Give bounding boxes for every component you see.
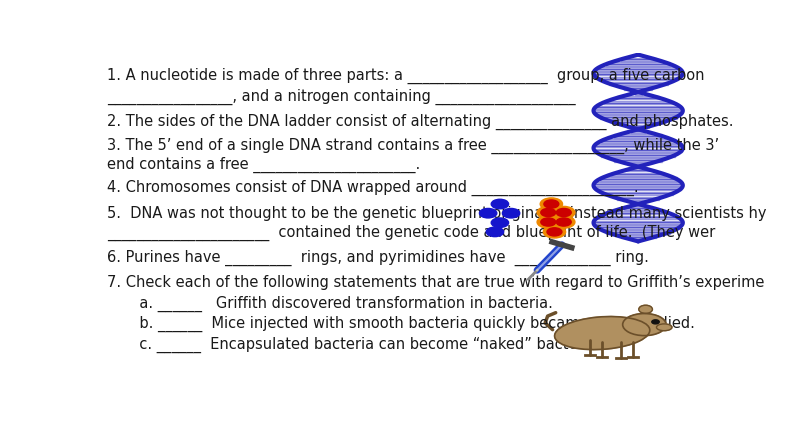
Circle shape	[502, 209, 520, 218]
Text: 4. Chromosomes consist of DNA wrapped around ______________________.: 4. Chromosomes consist of DNA wrapped ar…	[107, 180, 639, 196]
Circle shape	[491, 218, 509, 228]
Text: _________________, and a nitrogen containing ___________________: _________________, and a nitrogen contai…	[107, 89, 576, 105]
Circle shape	[652, 320, 659, 324]
Circle shape	[541, 218, 556, 226]
Circle shape	[544, 200, 559, 208]
Text: ______________________  contained the genetic code and blueprint of life.  (They: ______________________ contained the gen…	[107, 224, 716, 241]
Text: 2. The sides of the DNA ladder consist of alternating _______________ and phosph: 2. The sides of the DNA ladder consist o…	[107, 114, 734, 130]
Circle shape	[537, 206, 559, 219]
Ellipse shape	[657, 324, 672, 331]
Ellipse shape	[638, 305, 653, 314]
Text: b. ______  Mice injected with smooth bacteria quickly became sick and died.: b. ______ Mice injected with smooth bact…	[107, 316, 695, 332]
Circle shape	[491, 199, 509, 209]
Text: end contains a free ______________________.: end contains a free ____________________…	[107, 157, 421, 173]
Circle shape	[556, 209, 571, 217]
Circle shape	[486, 227, 504, 237]
Circle shape	[547, 228, 562, 236]
Circle shape	[543, 226, 566, 238]
Circle shape	[479, 209, 497, 218]
Text: c. ______  Encapsulated bacteria can become “naked” bacteria.: c. ______ Encapsulated bacteria can beco…	[107, 336, 602, 353]
Circle shape	[541, 209, 556, 217]
Text: 5.  DNA was not thought to be the genetic blueprint originally; instead many sci: 5. DNA was not thought to be the genetic…	[107, 206, 767, 221]
Text: a. ______   Griffith discovered transformation in bacteria.: a. ______ Griffith discovered transforma…	[107, 296, 554, 312]
Circle shape	[537, 216, 559, 228]
Circle shape	[556, 218, 571, 226]
Text: 3. The 5’ end of a single DNA strand contains a free __________________, while t: 3. The 5’ end of a single DNA strand con…	[107, 138, 719, 154]
Text: 1. A nucleotide is made of three parts: a ___________________  group, a five car: 1. A nucleotide is made of three parts: …	[107, 68, 705, 84]
Text: 6. Purines have _________  rings, and pyrimidines have  _____________ ring.: 6. Purines have _________ rings, and pyr…	[107, 250, 650, 266]
Circle shape	[540, 198, 562, 210]
Ellipse shape	[554, 317, 650, 350]
Circle shape	[553, 216, 575, 228]
Circle shape	[553, 206, 575, 219]
Ellipse shape	[622, 314, 666, 336]
Text: 7. Check each of the following statements that are true with regard to Griffith’: 7. Check each of the following statement…	[107, 275, 765, 290]
